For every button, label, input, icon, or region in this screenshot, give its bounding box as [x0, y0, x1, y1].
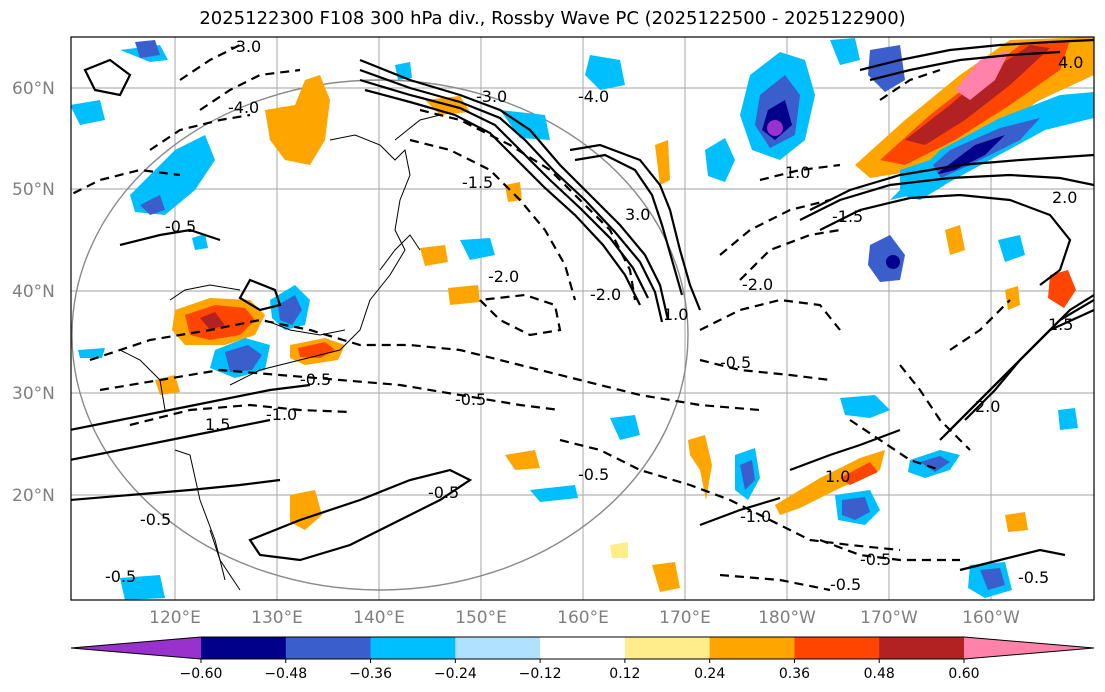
colorbar-segment — [879, 637, 965, 659]
colorbar-tick-label: 0.24 — [694, 666, 725, 682]
contour-label: 1.5 — [205, 415, 230, 434]
contour-label: -3.0 — [476, 87, 507, 106]
lat-label: 20°N — [12, 486, 55, 506]
contour-label: -0.5 — [1018, 568, 1049, 587]
contour-label: 1.5 — [1048, 315, 1073, 334]
divergence-shading — [71, 37, 1094, 600]
contour-label: -4.0 — [228, 98, 259, 117]
lon-label: 170°E — [659, 608, 711, 628]
colorbar-segment — [540, 637, 626, 659]
lon-label: 120°E — [149, 608, 201, 628]
contour-label: -2.0 — [742, 275, 773, 294]
lon-label: 170°W — [860, 608, 918, 628]
contour-labels: -3.0 -4.0 -3.0 -4.0 -0.5 -1.5 -2.0 -1.0 … — [105, 37, 1083, 594]
contour-label: -0.5 — [300, 370, 331, 389]
contour-label: -4.0 — [578, 87, 609, 106]
contour-label: -0.5 — [860, 550, 891, 569]
contour-label: -0.5 — [578, 465, 609, 484]
colorbar-tick-label: −0.36 — [349, 666, 392, 682]
colorbar-extend-min — [71, 637, 201, 659]
contour-label: 1.0 — [825, 467, 850, 486]
map-frame — [70, 36, 1095, 601]
lon-label: 150°E — [455, 608, 507, 628]
colorbar: −0.60 −0.48 −0.36 −0.24 −0.12 0.12 0.24 0.36 0.4… — [70, 636, 1095, 682]
colorbar-segment — [201, 637, 287, 659]
colorbar-segment — [624, 637, 711, 659]
positive-contours — [71, 38, 1094, 572]
colorbar-segment — [794, 637, 880, 659]
contour-label: 1.0 — [785, 163, 810, 182]
colorbar-tick-label: 0.48 — [864, 666, 895, 682]
contour-label: -3.0 — [230, 37, 261, 56]
contour-label: -0.5 — [830, 575, 861, 594]
colorbar-segment — [455, 637, 541, 659]
colorbar-tick-label: 0.12 — [609, 666, 640, 682]
map-panel: -3.0 -4.0 -3.0 -4.0 -0.5 -1.5 -2.0 -1.0 … — [71, 37, 1094, 600]
colorbar-segment — [370, 637, 456, 659]
colorbar-extend-max — [964, 637, 1094, 659]
lon-label: 160°E — [557, 608, 609, 628]
contour-label: 2.0 — [1052, 188, 1077, 207]
contour-label: 3.0 — [625, 205, 650, 224]
contour-label: -2.0 — [488, 267, 519, 286]
colorbar-tick-label: 0.60 — [948, 666, 979, 682]
contour-label: -1.5 — [462, 173, 493, 192]
contour-label: -1.5 — [832, 207, 863, 226]
lat-label: 60°N — [12, 79, 55, 99]
contour-label: -0.5 — [165, 217, 196, 236]
lon-label: 180°W — [758, 608, 816, 628]
negative-contours — [71, 44, 1011, 592]
colorbar-tick-label: −0.60 — [180, 666, 223, 682]
contour-label: -0.5 — [455, 390, 486, 409]
colorbar-tick-label: 0.36 — [779, 666, 810, 682]
latitude-labels: 60°N 50°N 40°N 30°N 20°N — [12, 79, 55, 506]
contour-label: -0.5 — [720, 353, 751, 372]
great-circle — [71, 79, 689, 591]
lon-label: 140°E — [353, 608, 405, 628]
contour-label: -0.5 — [105, 567, 136, 586]
lat-label: 50°N — [12, 180, 55, 200]
lat-label: 30°N — [12, 384, 55, 404]
contour-label: 2.0 — [975, 397, 1000, 416]
colorbar-tick-label: −0.48 — [264, 666, 307, 682]
lon-label: 160°W — [962, 608, 1020, 628]
map-title: 2025122300 F108 300 hPa div., Rossby Wav… — [199, 8, 906, 29]
contour-label: -2.0 — [590, 285, 621, 304]
lon-label: 130°E — [251, 608, 303, 628]
contour-label: -0.5 — [140, 510, 171, 529]
coastlines — [119, 114, 441, 591]
contour-label: -0.5 — [428, 483, 459, 502]
contour-label: -1.0 — [266, 405, 297, 424]
colorbar-segment — [709, 637, 795, 659]
colorbar-segment — [285, 637, 372, 659]
contour-label: 1.0 — [663, 305, 688, 324]
colorbar-tick-label: −0.12 — [519, 666, 562, 682]
contour-label: 4.0 — [1058, 53, 1083, 72]
longitude-labels: 120°E 130°E 140°E 150°E 160°E 170°E 180°… — [149, 608, 1020, 628]
contour-label: -1.0 — [740, 507, 771, 526]
lat-label: 40°N — [12, 282, 55, 302]
colorbar-tick-label: −0.24 — [434, 666, 477, 682]
